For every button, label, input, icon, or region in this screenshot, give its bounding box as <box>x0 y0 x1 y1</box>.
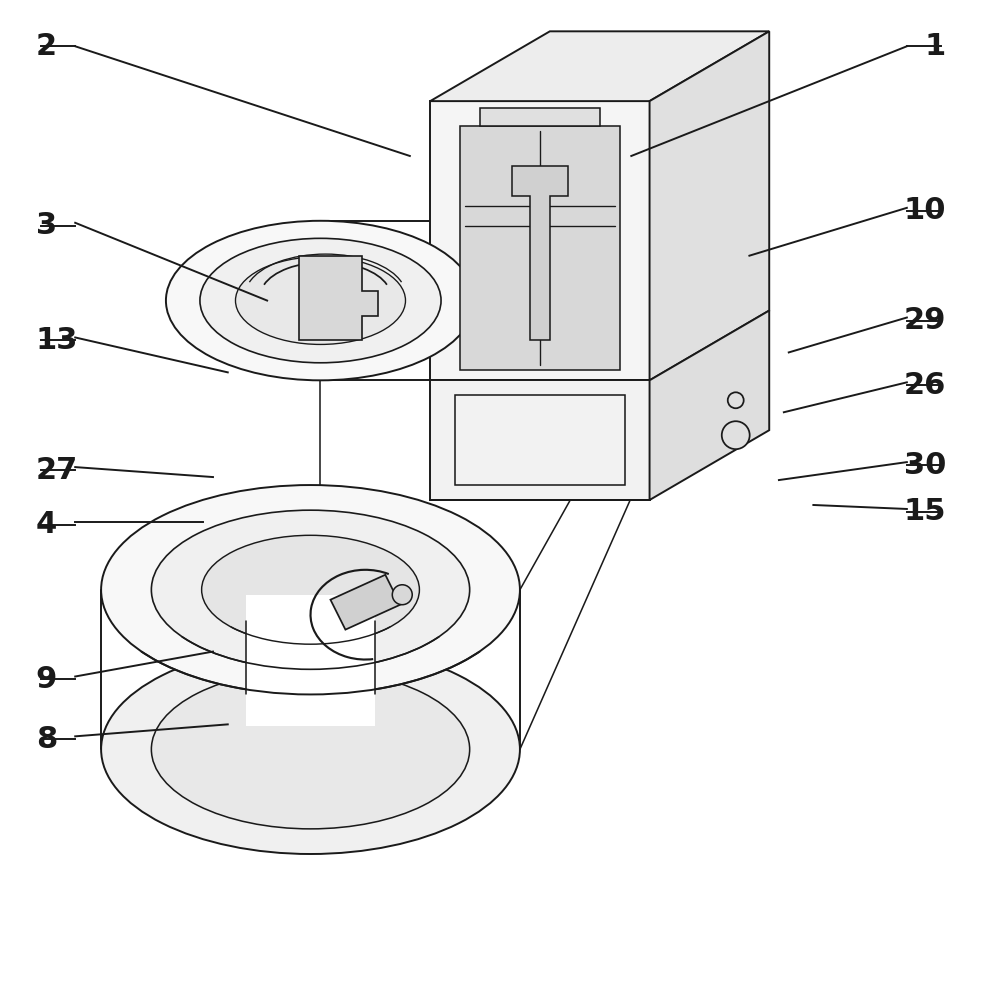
Text: 29: 29 <box>903 306 946 335</box>
Polygon shape <box>430 380 649 500</box>
Text: 13: 13 <box>35 326 78 355</box>
Text: 26: 26 <box>903 371 946 400</box>
Polygon shape <box>298 256 378 340</box>
Text: 1: 1 <box>924 32 946 61</box>
Ellipse shape <box>166 221 474 380</box>
Ellipse shape <box>151 510 469 669</box>
Text: 27: 27 <box>35 456 78 485</box>
Text: 30: 30 <box>903 451 946 480</box>
Polygon shape <box>512 166 567 340</box>
Polygon shape <box>430 101 649 380</box>
Text: 8: 8 <box>35 725 57 754</box>
Ellipse shape <box>200 238 441 363</box>
Polygon shape <box>246 595 375 726</box>
Polygon shape <box>430 31 768 101</box>
Ellipse shape <box>727 392 742 408</box>
Polygon shape <box>330 575 400 630</box>
Polygon shape <box>649 31 768 380</box>
Polygon shape <box>459 126 619 370</box>
Text: 10: 10 <box>903 196 946 225</box>
Ellipse shape <box>201 535 419 644</box>
Text: 9: 9 <box>35 665 57 694</box>
Text: 2: 2 <box>35 32 57 61</box>
Ellipse shape <box>101 645 520 854</box>
Ellipse shape <box>721 421 749 449</box>
Ellipse shape <box>461 221 518 380</box>
Text: 15: 15 <box>903 497 946 526</box>
Ellipse shape <box>391 585 412 605</box>
Ellipse shape <box>236 257 405 344</box>
Text: 3: 3 <box>35 211 57 240</box>
Polygon shape <box>649 311 768 500</box>
Polygon shape <box>479 108 599 126</box>
Ellipse shape <box>101 485 520 694</box>
Ellipse shape <box>151 670 469 829</box>
Text: 4: 4 <box>35 510 57 539</box>
